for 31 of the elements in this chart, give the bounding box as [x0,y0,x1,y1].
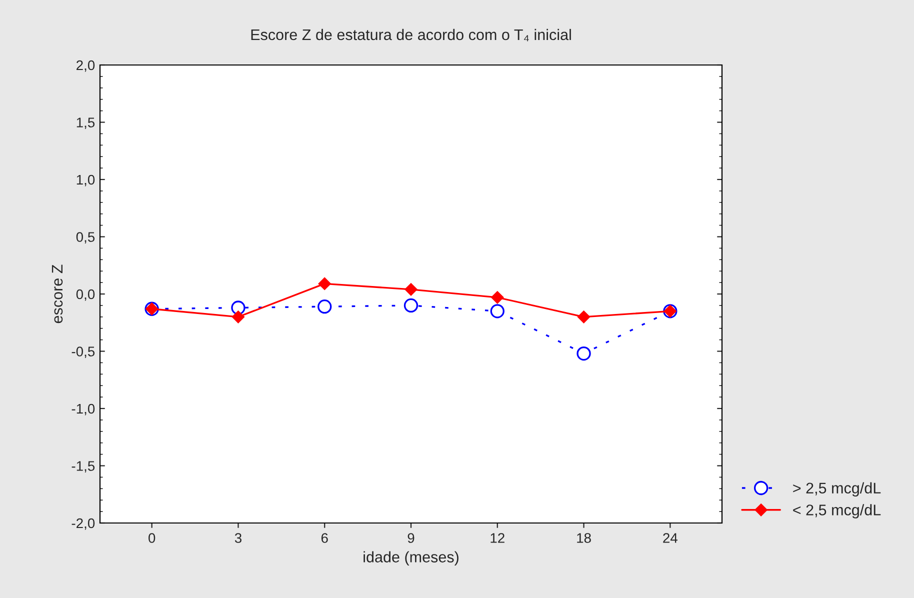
point [491,291,504,304]
legend-label: < 2,5 mcg/dL [793,504,881,518]
y-tick-label: 0,5 [76,232,95,244]
legend-label: > 2,5 mcg/dL [793,482,881,497]
x-tick-label: 18 [577,533,591,543]
y-tick-label: 1,5 [76,118,95,130]
point [404,298,418,313]
point [490,304,504,318]
point [318,277,331,290]
x-tick-label: 3 [234,533,242,543]
x-axis-title: idade (meses) [364,551,458,566]
point [318,300,332,314]
point [578,310,590,324]
y-tick-label: -0,5 [72,346,95,358]
point [404,283,418,296]
y-tick-label: 1,0 [76,174,95,186]
point [231,300,246,315]
y-axis-title: escore Z [52,264,63,324]
y-tick-label: 2,0 [76,60,95,72]
x-tick-label: 0 [148,533,156,543]
chart-title: Escore Z de estatura de acordo com o T₄ inicial [251,28,571,42]
y-tick-label: -2,0 [72,518,95,530]
y-tick-label: 0,0 [76,289,95,301]
point [576,346,591,361]
x-tick-label: 9 [408,533,414,543]
y-tick-label: -1,5 [72,461,95,473]
x-tick-label: 6 [321,533,328,543]
x-tick-label: 24 [663,533,678,543]
point [232,310,244,324]
x-tick-label: 12 [490,533,504,543]
y-tick-label: -1,0 [72,404,95,416]
